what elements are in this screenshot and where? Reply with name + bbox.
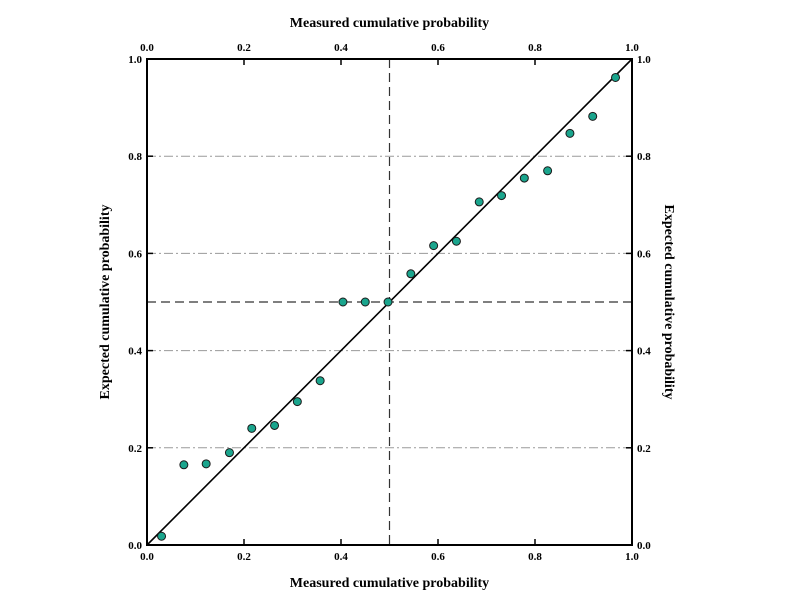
right-tick-label-3: 0.6 [637,248,651,260]
y-axis-title: Expected cumulative probability [98,205,113,400]
right-axis-title: Expected cumulative probability [661,205,676,400]
y-tick-label-5: 1.0 [128,54,142,66]
data-point-7 [315,376,325,386]
data-point-16 [519,173,529,183]
data-point-9 [360,297,370,307]
x-tick-label-2: 0.4 [334,551,348,563]
data-point-18 [565,128,575,138]
data-point-15 [497,191,507,201]
x-tick-label-5: 1.0 [625,551,639,563]
data-point-6 [292,397,302,407]
top-tick-label-5: 1.0 [625,42,639,54]
data-point-19 [588,111,598,121]
data-point-8 [338,297,348,307]
data-point-4 [247,423,257,433]
top-tick-label-3: 0.6 [431,42,445,54]
right-tick-label-1: 0.2 [637,443,651,455]
right-tick-label-5: 1.0 [637,54,651,66]
data-point-0 [157,531,167,541]
data-point-10 [383,297,393,307]
data-point-5 [270,420,280,430]
top-tick-label-4: 0.8 [528,42,542,54]
y-tick-label-4: 0.8 [128,151,142,163]
data-points [157,72,621,541]
x-tick-label-4: 0.8 [528,551,542,563]
right-tick-label-2: 0.4 [637,346,651,358]
data-point-3 [224,448,234,458]
top-axis-title: Measured cumulative probability [290,16,489,31]
right-tick-label-4: 0.8 [637,151,651,163]
x-tick-label-1: 0.2 [237,551,251,563]
gridlines [147,155,632,449]
data-point-17 [543,166,553,176]
tick-labels: 0.0 0.2 0.4 0.6 0.8 1.00.0 0.2 0.4 0.6 0.8 1.00.00… [128,42,651,563]
y-tick-label-2: 0.4 [128,346,142,358]
data-point-11 [406,269,416,279]
x-tick-label-3: 0.6 [431,551,445,563]
data-point-13 [451,236,461,246]
data-point-20 [611,72,621,82]
data-point-14 [474,197,484,207]
right-tick-label-0: 0.0 [637,540,651,552]
y-tick-label-1: 0.2 [128,443,142,455]
y-tick-label-3: 0.6 [128,248,142,260]
data-point-12 [429,241,439,251]
plot-frame [146,58,633,546]
x-tick-label-0: 0.0 [140,551,154,563]
top-tick-label-2: 0.4 [334,42,348,54]
y-tick-label-0: 0.0 [128,540,142,552]
data-point-1 [179,460,189,470]
top-tick-label-0: 0.0 [140,42,154,54]
data-point-2 [201,459,211,469]
x-axis-title: Measured cumulative probability [290,576,489,591]
top-tick-label-1: 0.2 [237,42,251,54]
